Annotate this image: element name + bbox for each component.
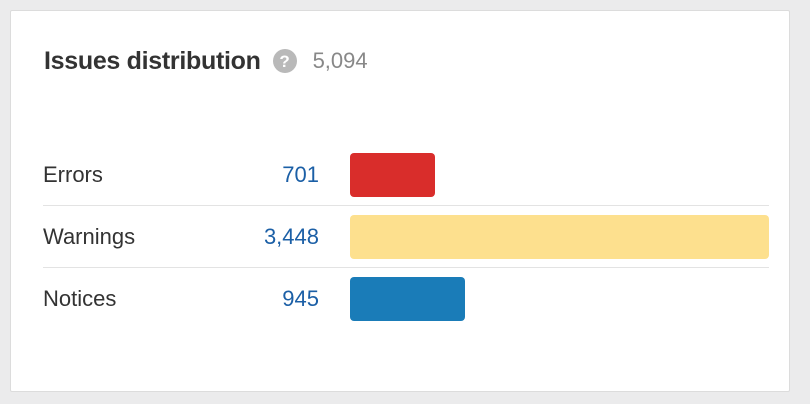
bar-warnings[interactable] [350,215,769,259]
bar-errors[interactable] [350,153,435,197]
row-label-errors: Errors [43,162,103,187]
issue-row-errors: Errors 701 [43,144,769,206]
row-label-notices: Notices [43,286,117,311]
issue-row-warnings: Warnings 3,448 [43,206,769,268]
question-circle-icon[interactable]: ? [272,49,297,73]
issues-distribution-card: Issues distribution ? 5,094 Errors 701 W… [10,10,790,392]
row-value-warnings[interactable]: 3,448 [263,224,319,249]
total-issues-count: 5,094 [312,48,368,73]
row-label-warnings: Warnings [43,224,136,249]
row-value-notices[interactable]: 945 [282,286,319,311]
bar-track-errors [350,153,769,197]
bar-track-warnings [350,215,769,259]
bar-track-notices [350,277,769,321]
card-title: Issues distribution [44,46,261,75]
card-header: Issues distribution ? 5,094 [44,46,368,76]
row-value-errors[interactable]: 701 [282,162,319,187]
issues-list: Errors 701 Warnings 3,448 Notices 945 [43,144,769,330]
issue-row-notices: Notices 945 [43,268,769,330]
bar-notices[interactable] [350,277,465,321]
